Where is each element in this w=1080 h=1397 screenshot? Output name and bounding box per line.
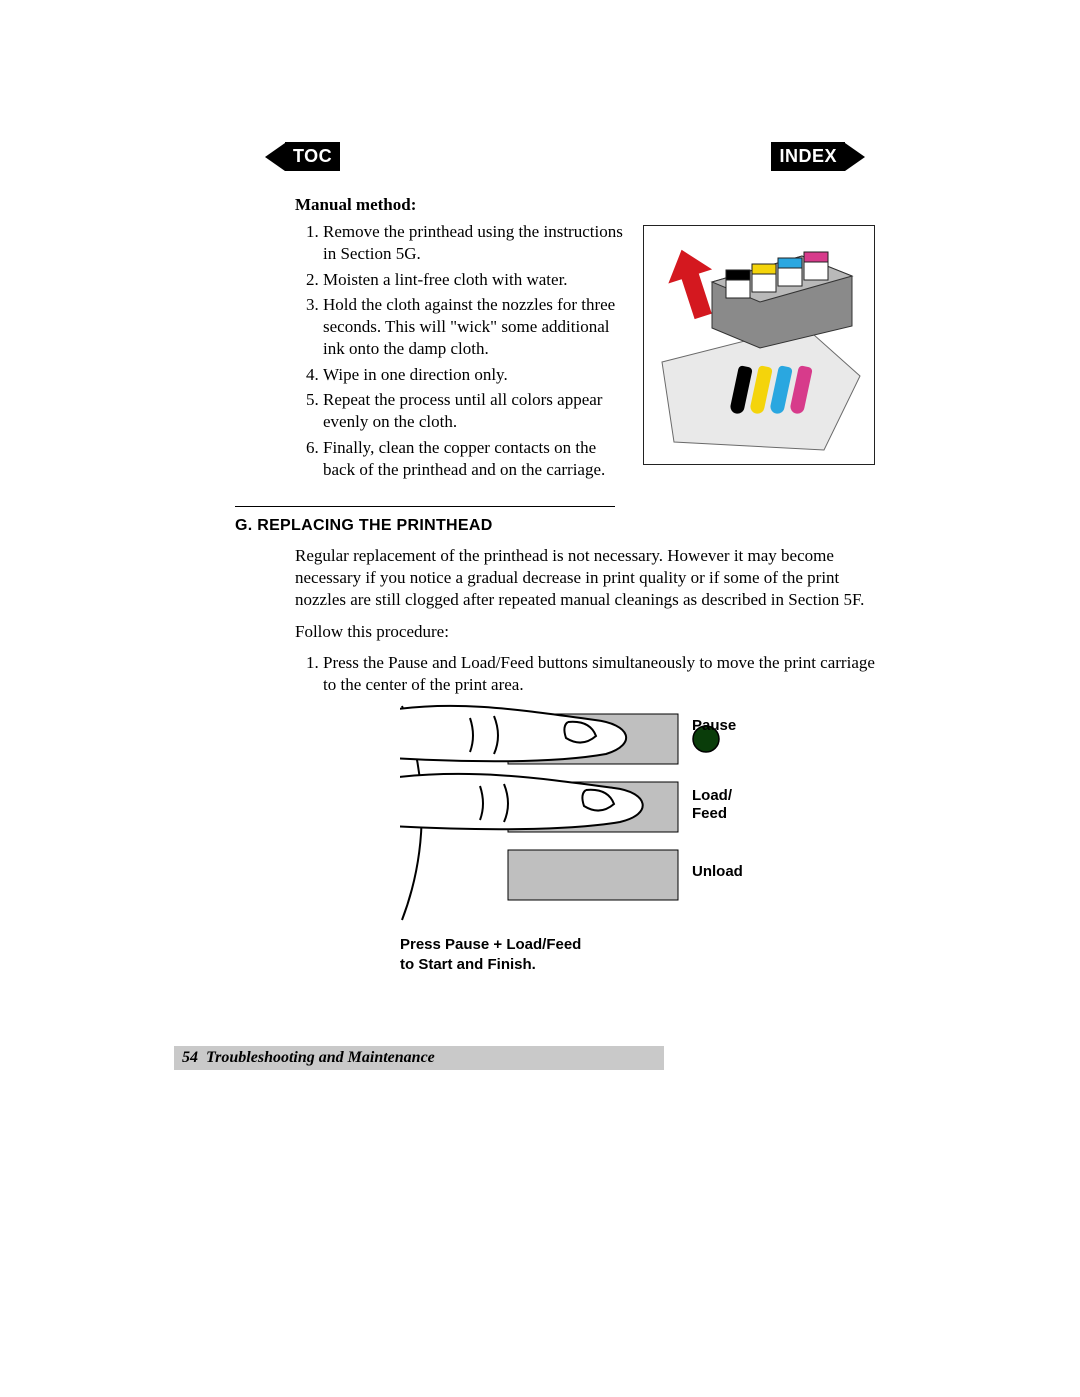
section-g-title: G. REPLACING THE PRINTHEAD [235, 517, 875, 535]
index-link[interactable]: INDEX [771, 142, 865, 171]
printhead-icon [706, 248, 856, 352]
manual-block: Remove the printhead using the instructi… [295, 221, 875, 484]
index-label: INDEX [771, 142, 845, 171]
figure-printhead-wipe [643, 225, 875, 465]
body-content: Manual method: [235, 195, 875, 975]
list-item: Press the Pause and Load/Feed buttons si… [323, 652, 875, 696]
pause-label: Pause [692, 717, 736, 734]
footer-title: Troubleshooting and Maintenance [206, 1049, 435, 1066]
toc-link[interactable]: TOC [265, 142, 340, 171]
figure-buttons: Pause Load/ Feed Unload Press Pause + Lo… [400, 704, 770, 976]
load-label: Load/ [692, 787, 732, 804]
arrow-left-icon [265, 143, 285, 171]
page-content: TOC INDEX Manual method: [235, 142, 875, 975]
caption-line-2: to Start and Finish. [400, 956, 536, 973]
figure-caption: Press Pause + Load/Feed to Start and Fin… [400, 935, 770, 976]
feed-label: Feed [692, 805, 727, 822]
arrow-right-icon [845, 143, 865, 171]
figure-buttons-wrap: Pause Load/ Feed Unload Press Pause + Lo… [295, 704, 875, 976]
page-number: 54 [182, 1049, 198, 1066]
section-g-intro: Regular replacement of the printhead is … [295, 545, 875, 610]
unload-label: Unload [692, 863, 743, 880]
section-g-steps: Press the Pause and Load/Feed buttons si… [295, 652, 875, 696]
nav-row: TOC INDEX [235, 142, 875, 171]
section-g-follow: Follow this procedure: [295, 621, 875, 643]
section-divider [235, 506, 615, 507]
ink-smears-icon [734, 366, 834, 426]
toc-label: TOC [285, 142, 340, 171]
page-footer: 54 Troubleshooting and Maintenance [174, 1046, 664, 1070]
manual-method-heading: Manual method: [295, 195, 875, 215]
caption-line-1: Press Pause + Load/Feed [400, 936, 581, 953]
